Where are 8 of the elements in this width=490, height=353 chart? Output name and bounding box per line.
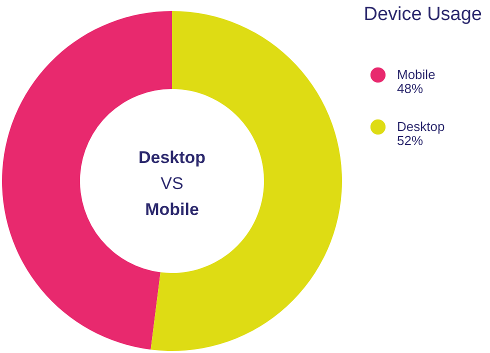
legend-label: Desktop — [397, 119, 445, 134]
text: VS — [160, 174, 184, 193]
chart-title: Device Usage — [364, 4, 482, 25]
text: Desktop — [138, 148, 206, 167]
data-label: 48% — [397, 81, 424, 96]
data-label: 52% — [397, 133, 424, 148]
text: Mobile — [145, 200, 199, 219]
legend-label: Mobile — [397, 67, 436, 82]
